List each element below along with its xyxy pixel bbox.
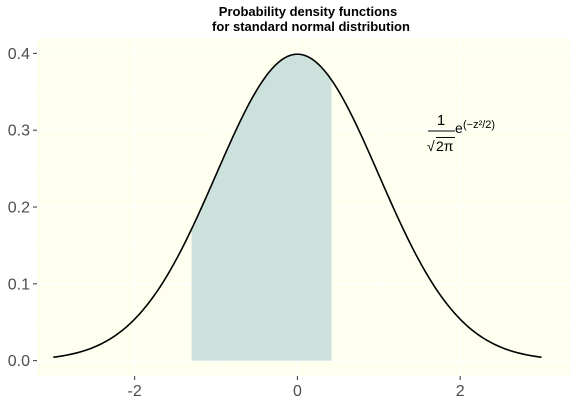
x-tick-label: -2 <box>128 383 142 400</box>
x-tick-label: 0 <box>293 383 302 400</box>
formula-radical: √ <box>427 138 435 154</box>
chart-title-line-1: Probability density functions <box>219 4 397 19</box>
y-tick-label: 0.3 <box>8 123 30 140</box>
y-tick-label: 0.4 <box>8 46 30 63</box>
y-axis: 0.0 0.1 0.2 0.3 0.4 <box>8 46 37 370</box>
formula-base: e <box>455 120 463 136</box>
shaded-area <box>191 54 332 361</box>
formula-numerator: 1 <box>437 112 445 129</box>
density-curve <box>53 53 542 359</box>
x-axis: -2 0 2 <box>128 376 465 400</box>
chart-title-line-2: for standard normal distribution <box>212 19 410 34</box>
x-tick-label: 2 <box>456 383 465 400</box>
formula-radicand: 2π <box>436 138 454 154</box>
y-tick-label: 0.2 <box>8 200 30 217</box>
y-tick-label: 0.1 <box>8 276 30 293</box>
formula-exponent: (−z²/2) <box>463 119 495 131</box>
formula-annotation: 1 √ 2π e (−z²/2) <box>427 112 495 154</box>
y-tick-label: 0.0 <box>8 353 30 370</box>
